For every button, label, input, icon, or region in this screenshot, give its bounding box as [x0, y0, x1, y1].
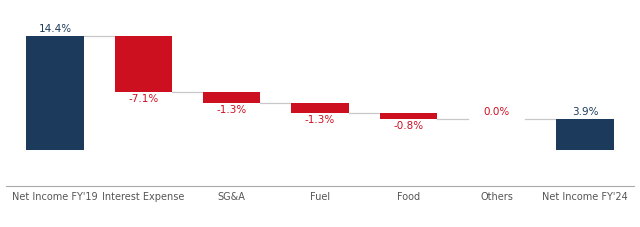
Bar — [556, 119, 614, 151]
Text: 14.4%: 14.4% — [38, 24, 72, 34]
Bar — [291, 103, 349, 113]
Text: -1.3%: -1.3% — [305, 115, 335, 125]
Text: -1.3%: -1.3% — [216, 105, 247, 115]
Bar — [115, 36, 172, 92]
Text: 3.9%: 3.9% — [572, 107, 598, 117]
Bar — [380, 113, 437, 119]
Text: 0.0%: 0.0% — [484, 107, 510, 117]
Text: -7.1%: -7.1% — [128, 94, 159, 104]
Text: -0.8%: -0.8% — [393, 121, 424, 131]
Bar — [203, 92, 260, 103]
Bar — [26, 36, 84, 151]
